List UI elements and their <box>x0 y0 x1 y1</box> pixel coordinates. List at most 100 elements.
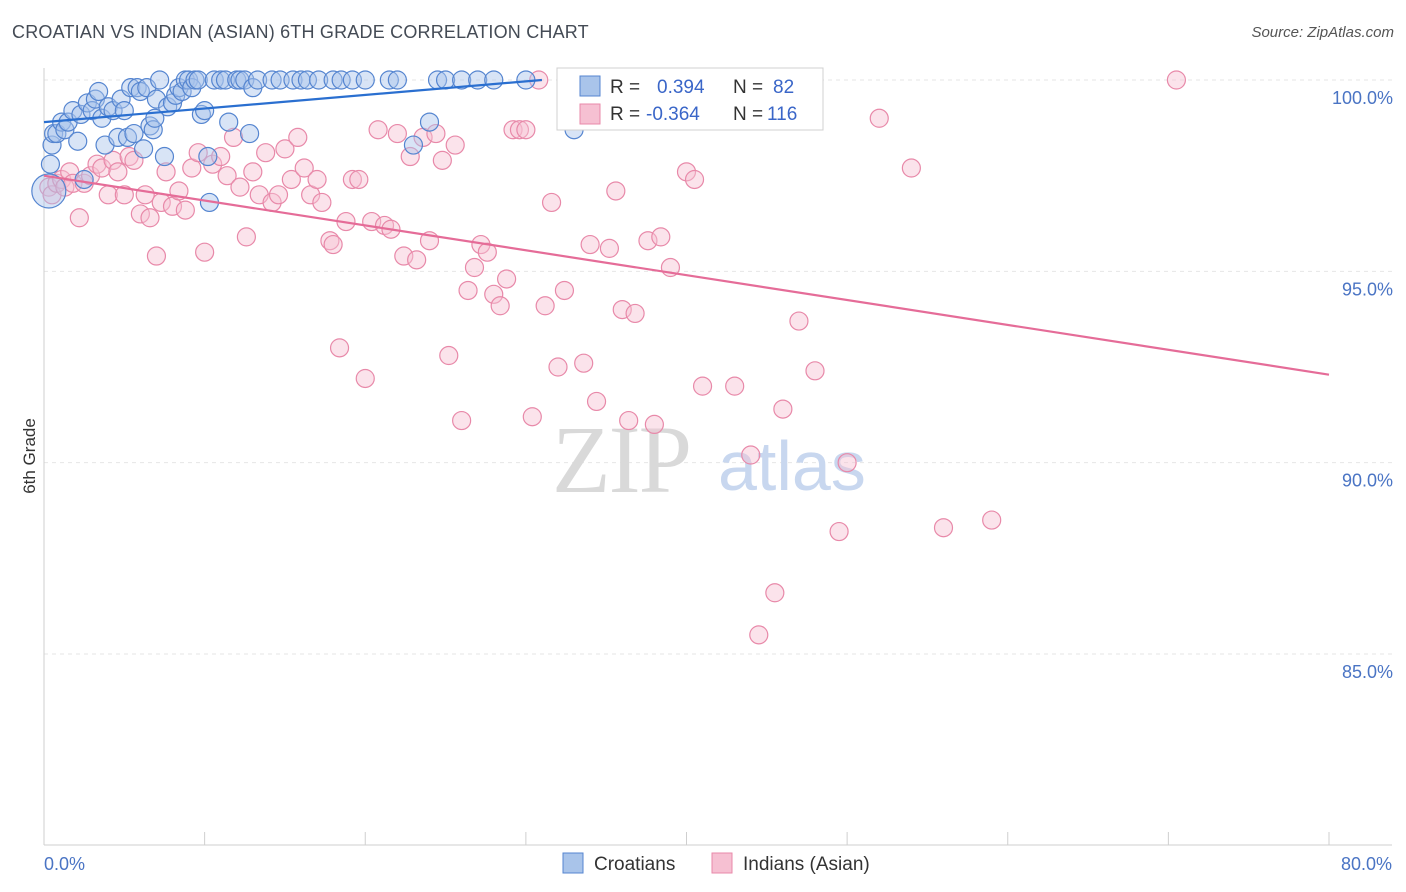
indian-point <box>535 296 555 316</box>
croatian-point <box>40 154 61 174</box>
indian-point <box>692 376 713 396</box>
indian-point <box>188 143 208 163</box>
indian-point <box>394 246 414 266</box>
legend-n-label-croatians: N = <box>733 77 763 98</box>
indian-point <box>509 120 530 140</box>
indian-point <box>400 146 420 167</box>
indian-point <box>619 410 639 431</box>
chart-title: CROATIAN VS INDIAN (ASIAN) 6TH GRADE COR… <box>12 22 589 42</box>
indian-point <box>307 169 327 190</box>
croatian-point <box>68 131 88 151</box>
indian-point <box>349 169 369 190</box>
correlation-legend: R = 0.394 N = 82 R = -0.364 N = 116 <box>556 67 824 131</box>
indian-point <box>773 399 793 419</box>
legend-n-value-indians: 116 <box>767 104 797 125</box>
croatian-point <box>195 101 215 121</box>
indian-point <box>223 127 244 147</box>
gridlines <box>44 79 1392 655</box>
croatian-point <box>240 123 260 144</box>
indian-point <box>439 345 459 366</box>
indian-point <box>146 246 167 266</box>
indian-point <box>805 361 825 381</box>
indian-point <box>432 150 452 170</box>
croatian-point <box>82 101 102 121</box>
indian-point <box>217 166 237 186</box>
croatian-point <box>262 70 282 90</box>
indian-point <box>256 143 276 163</box>
croatian-point <box>154 146 175 167</box>
croatian-point <box>435 70 456 90</box>
indian-point <box>749 625 769 645</box>
indian-point <box>288 127 308 147</box>
croatian-point <box>204 70 224 90</box>
indian-point <box>387 123 407 144</box>
indians-trendline <box>43 174 1330 376</box>
indian-point <box>329 338 350 358</box>
indian-point <box>490 296 510 316</box>
indian-point <box>829 521 849 542</box>
y-tick-label: 85.0% <box>1342 662 1393 682</box>
x-tick-label-min: 0.0% <box>44 854 85 874</box>
legend-r-label-croatians: R = <box>610 77 640 98</box>
indian-point <box>725 376 745 396</box>
legend-r-label-indians: R = <box>610 104 640 125</box>
croatian-point <box>283 70 303 90</box>
indian-point <box>140 208 160 228</box>
legend-box <box>556 67 824 131</box>
croatian-point <box>31 173 67 209</box>
legend-bottom-swatch-indians <box>711 852 733 874</box>
croatian-point <box>297 70 318 90</box>
croatian-point <box>215 70 236 90</box>
legend-n-label-indians: N = <box>733 104 763 125</box>
legend-swatch-croatians <box>579 75 601 97</box>
croatian-point <box>309 70 329 90</box>
watermark-atlas: atlas <box>718 427 866 505</box>
croatian-point <box>133 139 154 159</box>
croatian-point <box>484 70 504 90</box>
indian-point <box>426 123 446 144</box>
indian-point <box>599 238 620 258</box>
indian-point <box>103 150 123 170</box>
indian-point <box>98 185 118 205</box>
x-tick-label-max: 80.0% <box>1341 854 1392 874</box>
croatian-point <box>121 78 141 98</box>
legend-swatch-indians <box>579 103 601 125</box>
indian-point <box>516 120 536 140</box>
croatian-point <box>146 89 167 109</box>
indian-point <box>275 139 295 159</box>
croatian-point <box>172 81 192 102</box>
croatian-point <box>355 70 375 90</box>
croatian-point <box>150 70 170 90</box>
indian-point <box>651 227 671 247</box>
croatian-point <box>452 70 472 90</box>
indian-point <box>765 583 785 603</box>
y-tick-label: 95.0% <box>1342 279 1393 299</box>
croatians-trendline <box>43 78 543 124</box>
indian-point <box>933 518 954 538</box>
croatian-point <box>74 169 94 190</box>
indian-point <box>445 135 465 155</box>
indian-point <box>294 158 314 178</box>
croatian-point <box>323 70 343 90</box>
croatian-point <box>219 112 239 132</box>
croatian-point <box>89 81 109 102</box>
indian-point <box>484 284 504 304</box>
x-ticks <box>204 832 1330 845</box>
indian-point <box>458 280 478 301</box>
indian-point <box>243 162 263 182</box>
croatian-point <box>124 123 144 144</box>
legend-r-value-croatians: 0.394 <box>657 77 705 98</box>
croatian-point <box>403 135 424 155</box>
indian-point <box>195 242 215 262</box>
indian-point <box>407 250 427 270</box>
indian-point <box>477 242 497 262</box>
indian-point <box>130 204 150 224</box>
legend-bottom-indians: Indians (Asian) <box>743 854 870 875</box>
indian-point <box>452 410 472 431</box>
indian-point <box>342 169 362 190</box>
indian-point <box>1166 70 1187 90</box>
series-legend: Croatians Indians (Asian) <box>562 852 870 875</box>
indian-point <box>612 300 632 320</box>
croatian-point <box>188 70 208 90</box>
indian-point <box>135 185 155 205</box>
